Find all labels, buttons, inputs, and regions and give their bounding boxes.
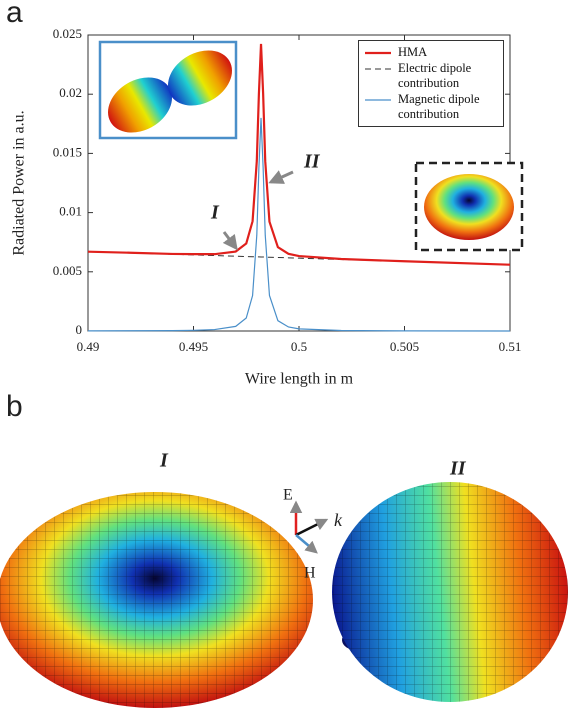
x-tick-label: 0.505 xyxy=(390,339,419,354)
inset-torus xyxy=(414,161,524,252)
y-tick-label: 0.02 xyxy=(59,85,82,100)
legend-entry: Electric dipole contribution xyxy=(363,61,499,91)
axis-label-h: H xyxy=(304,565,316,582)
panel-label: b xyxy=(6,390,23,423)
series-line xyxy=(87,117,511,332)
legend-label: Electric dipole contribution xyxy=(398,61,472,90)
legend-swatch xyxy=(365,51,391,55)
annotation: II xyxy=(303,151,321,173)
y-tick-label: 0 xyxy=(76,322,83,337)
panel-label: a xyxy=(6,0,23,29)
x-tick-label: 0.495 xyxy=(179,339,208,354)
legend-label: HMA xyxy=(398,45,428,59)
legend-swatch xyxy=(365,68,391,70)
series-line xyxy=(87,251,511,266)
legend: HMA Electric dipole contribution Magnetic … xyxy=(358,40,504,127)
y-axis-label: Radiated Power in a.u. xyxy=(11,110,28,255)
x-tick-label: 0.5 xyxy=(291,339,307,354)
y-tick-label: 0.005 xyxy=(53,263,82,278)
legend-label: Magnetic dipole contribution xyxy=(398,92,480,121)
legend-entry: HMA xyxy=(363,45,499,60)
legend-entry: Magnetic dipole contribution xyxy=(363,92,499,122)
x-axis-label: Wire length in m xyxy=(245,371,354,388)
series-line xyxy=(87,43,511,266)
pattern-title: II xyxy=(449,458,467,480)
pattern-lobe xyxy=(332,482,568,702)
annotation-arrow xyxy=(222,231,238,251)
axis-label-e: E xyxy=(283,487,293,504)
axes-triad xyxy=(289,500,329,554)
pattern-title: I xyxy=(159,450,169,472)
annotation-arrow xyxy=(268,170,294,184)
legend-swatch xyxy=(365,99,391,101)
x-tick-label: 0.51 xyxy=(499,339,522,354)
y-tick-label: 0.025 xyxy=(53,26,82,41)
x-tick-label: 0.49 xyxy=(77,339,100,354)
y-tick-label: 0.01 xyxy=(59,204,82,219)
pattern-torus xyxy=(0,492,313,708)
axis-label-k: k xyxy=(334,510,343,530)
inset-dipole xyxy=(98,40,238,140)
y-tick-label: 0.015 xyxy=(53,144,82,159)
annotation: I xyxy=(210,202,220,224)
